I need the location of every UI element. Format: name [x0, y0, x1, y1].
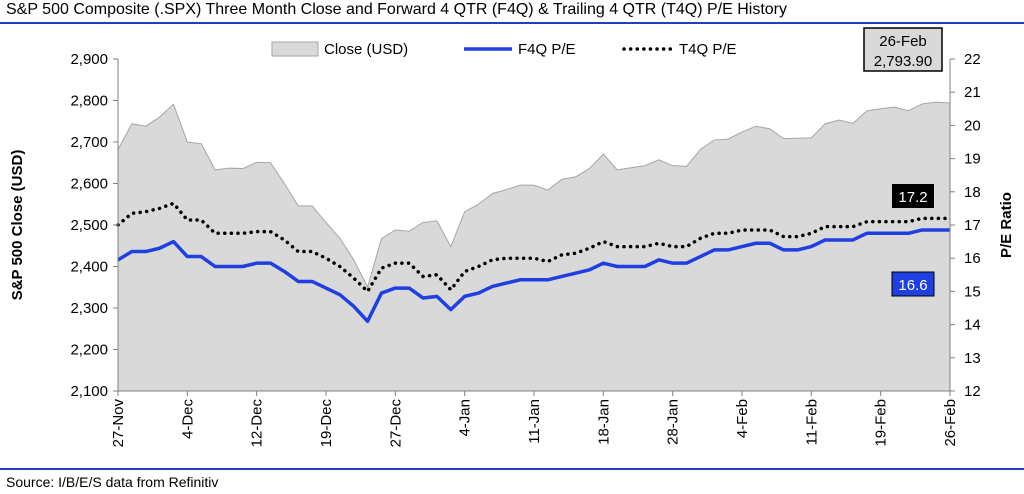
t4q-end-label-box — [892, 184, 934, 208]
left-tick-label: 2,800 — [70, 93, 108, 110]
f4q-line — [117, 228, 950, 324]
left-tick-label: 2,600 — [70, 176, 108, 193]
x-tick-label: 19-Feb — [873, 399, 890, 447]
bottom-rule — [0, 468, 1024, 470]
x-tick-label: 4-Dec — [179, 399, 196, 440]
last-close-box — [863, 27, 943, 72]
x-tick-label: 4-Jan — [457, 399, 474, 437]
right-tick-label: 20 — [964, 117, 981, 134]
legend-label-t4q: T4Q P/E — [679, 41, 737, 58]
right-tick-label: 21 — [964, 84, 981, 101]
x-tick-label: 27-Nov — [110, 399, 127, 448]
left-tick-label: 2,500 — [70, 217, 108, 234]
chart: 2,100 2,200 2,300 2,400 2,500 2,600 2,700 2,800… — [9, 27, 1015, 447]
top-rule — [0, 22, 1024, 24]
x-tick-label: 4-Feb — [734, 399, 751, 438]
right-tick-label: 16 — [964, 250, 981, 267]
chart-title: S&P 500 Composite (.SPX) Three Month Clo… — [6, 1, 787, 18]
x-tick-label: 26-Feb — [942, 399, 959, 447]
x-tick-label: 11-Jan — [526, 399, 543, 444]
t4q-line — [116, 201, 952, 295]
source-note: Source: I/B/E/S data from Refinitiv — [6, 474, 219, 490]
x-tick-label: 19-Dec — [318, 399, 335, 448]
x-tick-label: 28-Jan — [665, 399, 682, 445]
right-tick-label: 18 — [964, 184, 981, 201]
last-close-value: 2,793.90 — [874, 53, 932, 70]
x-tick-label: 27-Dec — [387, 399, 404, 448]
right-tick-label: 15 — [964, 283, 981, 300]
f4q-end-label-box — [891, 271, 935, 297]
right-tick-label: 14 — [964, 317, 981, 334]
axes-layer: 2,100 2,200 2,300 2,400 2,500 2,600 2,700 2,800… — [9, 51, 1015, 447]
left-tick-label: 2,400 — [70, 259, 108, 276]
right-tick-label: 17 — [964, 217, 981, 234]
right-tick-label: 13 — [964, 350, 981, 367]
legend-label-f4q: F4Q P/E — [518, 41, 576, 58]
legend-swatch-close — [271, 41, 319, 57]
f4q-end-label: 16.6 — [898, 277, 927, 294]
left-tick-label: 2,700 — [70, 134, 108, 151]
x-tick-label: 12-Dec — [249, 399, 266, 448]
legend-label-close: Close (USD) — [324, 41, 408, 58]
last-close-date: 26-Feb — [879, 33, 927, 50]
left-tick-label: 2,900 — [70, 51, 108, 68]
right-tick-label: 22 — [964, 51, 981, 68]
x-tick-label: 11-Feb — [803, 399, 820, 445]
pe-lines-layer — [116, 201, 952, 324]
left-tick-label: 2,100 — [70, 383, 108, 400]
x-tick-label: 18-Jan — [595, 399, 612, 445]
right-tick-label: 12 — [964, 383, 981, 400]
close-area-layer — [117, 101, 951, 392]
y-axis-title: S&P 500 Close (USD) — [9, 150, 26, 301]
left-tick-label: 2,300 — [70, 300, 108, 317]
y2-axis-title: P/E Ratio — [998, 192, 1015, 258]
left-tick-label: 2,200 — [70, 342, 108, 359]
right-tick-label: 19 — [964, 151, 981, 168]
labels-layer: Close (USD) F4Q P/E T4Q P/E 26-Feb 2,793.90 1… — [271, 27, 943, 297]
close-area — [117, 101, 951, 392]
t4q-end-label: 17.2 — [898, 189, 927, 206]
